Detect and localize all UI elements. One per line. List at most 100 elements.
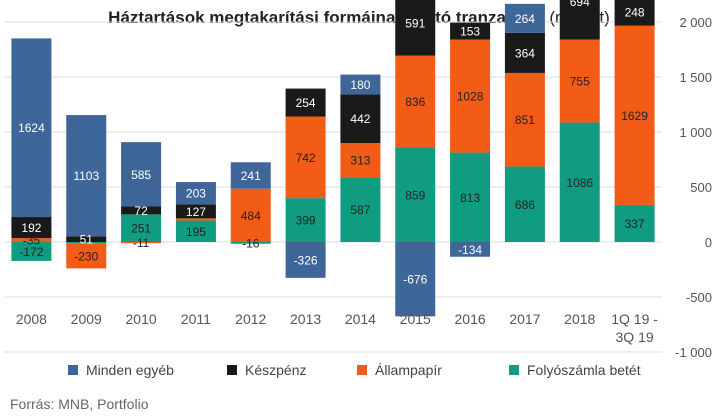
legend-item-minden-egyeb: Minden egyéb [68, 362, 174, 378]
data-label: 694 [570, 0, 590, 9]
bar-segment [285, 116, 326, 199]
data-label: -326 [294, 253, 318, 267]
bar-segment [66, 236, 107, 242]
bar-segment [230, 162, 271, 189]
x-tick-label: 2010 [126, 311, 157, 327]
bar-segment [11, 38, 52, 218]
legend-item-folyoszamla-betet: Folyószámla betét [509, 362, 641, 378]
data-label: 254 [296, 96, 316, 110]
bar-segment [395, 55, 436, 148]
x-tick-label: 2008 [16, 311, 47, 327]
data-label: -11 [133, 236, 150, 250]
bar-segment [340, 177, 381, 242]
data-label: 1629 [621, 109, 648, 123]
x-tick-label: 2015 [400, 311, 431, 327]
data-label: 1624 [18, 121, 45, 135]
data-label: 313 [350, 154, 370, 168]
data-label: 484 [241, 209, 261, 223]
data-label: 153 [460, 25, 480, 39]
data-label: -16 [242, 236, 260, 250]
data-label: 442 [350, 112, 370, 126]
y-tick-label: -500 [686, 290, 712, 305]
bar-segment [230, 242, 271, 244]
bar-segment [504, 32, 545, 73]
legend-label-folyoszamla-betet: Folyószámla betét [527, 362, 641, 378]
x-tick-label: 2013 [290, 311, 321, 327]
data-label: 180 [350, 78, 370, 92]
bar-segment [175, 220, 216, 242]
legend-swatch-folyoszamla-betet [509, 365, 519, 375]
x-tick-label: 2009 [71, 311, 102, 327]
data-label: 591 [405, 17, 425, 31]
bar-segment [395, 147, 436, 242]
data-label: 248 [625, 6, 645, 20]
y-tick-label: 1 500 [679, 70, 712, 85]
data-label: 251 [131, 222, 151, 236]
data-label: 587 [350, 203, 370, 217]
data-label: 203 [186, 187, 206, 201]
data-label: 851 [515, 113, 535, 127]
data-label: -676 [403, 273, 427, 287]
bar-segment [121, 214, 162, 242]
data-label: -172 [19, 245, 43, 259]
data-label: 1028 [457, 90, 484, 104]
data-label: -35 [23, 234, 41, 248]
bar-segment [285, 242, 326, 278]
data-label: 364 [515, 46, 535, 60]
bar-segment [450, 242, 491, 257]
source-note: Forrás: MNB, Portfolio [10, 396, 149, 412]
bar-segment [285, 88, 326, 117]
bar-segment [614, 204, 655, 242]
bar-segment [395, 242, 436, 317]
bar-segment [121, 142, 162, 207]
bar-segment [340, 94, 381, 143]
bar-segment [121, 206, 162, 215]
legend-item-keszpenz: Készpénz [227, 362, 306, 378]
bar-segment [395, 0, 436, 56]
x-tick-label: 2014 [345, 311, 376, 327]
bar-segment [175, 182, 216, 205]
bar-segment [614, 0, 655, 26]
bar-segment [11, 238, 52, 242]
bar-segment [66, 243, 107, 269]
data-label: 337 [625, 217, 645, 231]
y-tick-label: 500 [690, 180, 712, 195]
data-label: 836 [405, 95, 425, 109]
bar-segment [450, 152, 491, 242]
data-label: 813 [460, 191, 480, 205]
bar-segment [66, 115, 107, 237]
x-tick-label: 2017 [509, 311, 540, 327]
data-label: -230 [74, 249, 98, 263]
legend-item-allampapir: Állampapír [357, 362, 442, 378]
bar-segment [230, 188, 271, 242]
legend-label-minden-egyeb: Minden egyéb [86, 362, 174, 378]
x-tick-label: 2011 [181, 311, 211, 327]
bar-segment [66, 242, 107, 244]
bar-segment [121, 242, 162, 244]
data-label: 51 [80, 233, 94, 247]
data-label: 686 [515, 198, 535, 212]
data-label: 755 [570, 75, 590, 89]
bar-segment [175, 204, 216, 219]
y-tick-label: 1 000 [679, 125, 712, 140]
bar-segment [11, 217, 52, 239]
x-tick-label: 2018 [564, 311, 595, 327]
bar-segment [559, 39, 600, 123]
bar-segment [614, 25, 655, 205]
y-tick-label: 2 000 [679, 15, 712, 30]
data-label: -134 [458, 243, 482, 257]
legend-swatch-keszpenz [227, 365, 237, 375]
bar-segment [504, 166, 545, 242]
data-label: 1086 [566, 176, 593, 190]
y-tick-label: 0 [705, 235, 712, 250]
bar-segment [340, 74, 381, 95]
legend-label-keszpenz: Készpénz [245, 362, 307, 378]
legend-swatch-allampapir [357, 365, 367, 375]
x-tick-label: 2016 [455, 311, 486, 327]
bar-segment [340, 143, 381, 178]
data-label: 859 [405, 188, 425, 202]
data-label: 264 [515, 12, 535, 26]
data-label: 127 [186, 205, 206, 219]
data-label: 241 [241, 169, 261, 183]
bar-segment [11, 242, 52, 261]
